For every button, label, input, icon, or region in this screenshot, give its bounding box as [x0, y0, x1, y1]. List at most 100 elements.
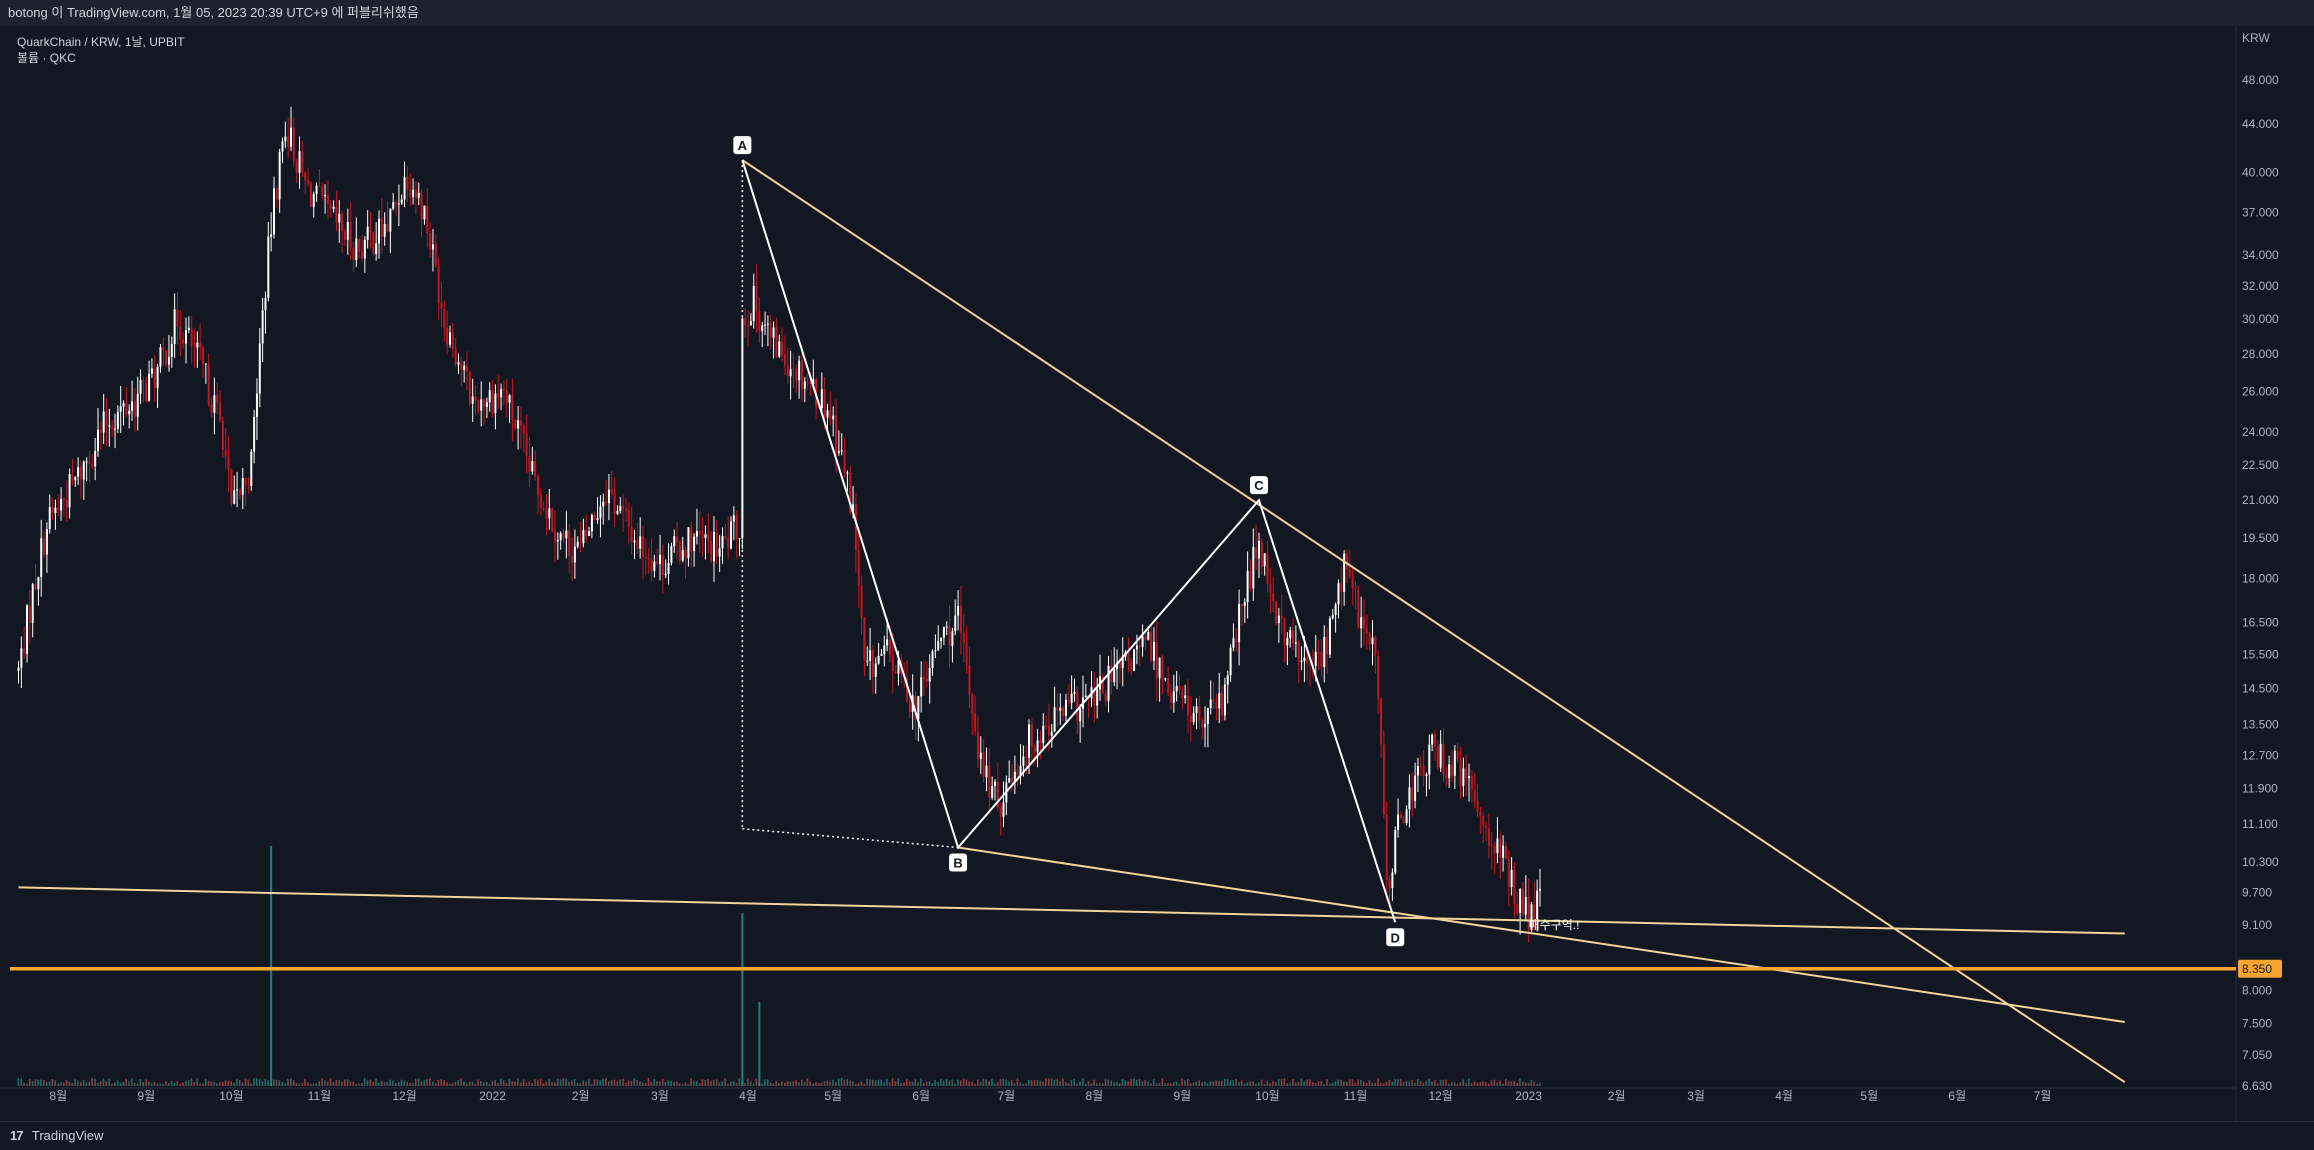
volume-bar: [766, 1079, 769, 1086]
volume-bar: [732, 1080, 735, 1086]
volume-bar: [727, 1083, 729, 1086]
volume-bar: [1028, 1079, 1030, 1086]
candle-body: [1391, 872, 1394, 889]
volume-bar: [287, 1078, 289, 1086]
candle-body: [846, 472, 849, 474]
candle-body: [43, 538, 46, 555]
candle-body: [253, 417, 256, 452]
candle-body: [517, 420, 520, 429]
volume-bar: [48, 1081, 51, 1086]
candle-body: [519, 420, 522, 427]
candle-body: [1314, 651, 1317, 666]
candle-body: [417, 192, 420, 198]
volume-bar: [653, 1078, 655, 1086]
candle-body: [375, 243, 378, 255]
candle-body: [664, 573, 667, 576]
volume-bar: [443, 1080, 445, 1086]
candle-body: [585, 529, 588, 536]
volume-bar: [920, 1078, 922, 1086]
volume-bar: [1050, 1078, 1053, 1086]
candle-body: [758, 311, 761, 332]
volume-bar: [681, 1083, 684, 1086]
candle-body: [778, 341, 781, 357]
candle-body: [880, 654, 883, 656]
volume-bar: [593, 1079, 596, 1086]
volume-bar: [153, 1082, 156, 1086]
volume-bar: [1320, 1081, 1323, 1086]
candle-body: [1507, 858, 1510, 888]
volume-bar: [937, 1081, 939, 1086]
volume-bar: [1081, 1078, 1084, 1086]
volume-bar: [891, 1078, 894, 1086]
price-chart[interactable]: A B C D 매수구역.! KRW 48.000 44.000 40.000 37.000 34…: [0, 26, 2314, 1121]
volume-bar: [1280, 1078, 1283, 1086]
candle-body: [1192, 712, 1195, 723]
volume-bar: [676, 1081, 678, 1086]
volume-bar: [1212, 1081, 1215, 1086]
volume-bar: [128, 1081, 130, 1086]
volume-bar: [619, 1079, 621, 1086]
volume-bar: [781, 1081, 783, 1086]
candle-body: [582, 529, 585, 544]
volume-bar: [670, 1080, 672, 1086]
candle-body: [934, 650, 937, 652]
candle-body: [755, 286, 758, 312]
candle-body: [1195, 706, 1198, 713]
volume-bar: [911, 1081, 914, 1086]
volume-bar: [99, 1080, 102, 1086]
candle-body: [182, 339, 185, 344]
candle-body: [959, 605, 962, 634]
volume-bar: [1113, 1082, 1115, 1086]
price-tick-label: 7.500: [2242, 1016, 2272, 1030]
candle-body: [329, 203, 332, 209]
volume-bar: [806, 1078, 809, 1086]
candle-body: [1414, 775, 1417, 801]
volume-bar: [1416, 1079, 1419, 1086]
price-axis[interactable]: KRW 48.000 44.000 40.000 37.000 34.000 32.000 3…: [2238, 31, 2282, 1093]
price-tick-label: 16.500: [2242, 616, 2279, 630]
candle-body: [644, 556, 647, 559]
candle-body: [1198, 706, 1201, 721]
volume-bar: [1019, 1082, 1022, 1086]
candle-body: [712, 531, 715, 562]
candle-body: [51, 507, 54, 514]
candle-body: [599, 506, 602, 519]
candle-body: [1033, 746, 1036, 752]
brand-name[interactable]: TradingView: [31, 1128, 104, 1143]
chart-area[interactable]: A B C D 매수구역.! KRW 48.000 44.000 40.000 37.000 34…: [0, 26, 2314, 1121]
volume-bar: [412, 1082, 414, 1086]
volume-bar: [1110, 1080, 1112, 1086]
volume-bar: [1155, 1083, 1158, 1086]
volume-bar: [392, 1080, 394, 1086]
volume-bar: [1388, 1079, 1391, 1086]
volume-bar: [1204, 1081, 1206, 1086]
time-axis[interactable]: 8월 9월 10월 11월 12월 2022 2월 3월 4월 5월 6월 7월 8월 9월 10월 11월 1…: [49, 1089, 2051, 1103]
candle-body: [471, 396, 474, 404]
volume-bar: [85, 1082, 88, 1086]
volume-bar: [1286, 1083, 1288, 1086]
candle-body: [1533, 904, 1536, 919]
candle-body: [491, 390, 494, 413]
volume-bar: [1184, 1080, 1186, 1086]
price-tick-label: 10.300: [2242, 855, 2279, 869]
candle-body: [1485, 826, 1488, 829]
candle-body: [792, 369, 795, 371]
volume-bar: [622, 1078, 624, 1086]
volume-bar: [1499, 1080, 1501, 1086]
candle-body: [1411, 787, 1414, 801]
candle-body: [923, 677, 926, 679]
candle-body: [1266, 553, 1269, 584]
volume-bar: [1456, 1083, 1459, 1086]
candle-body: [1229, 647, 1232, 676]
volume-bar: [1487, 1083, 1490, 1086]
volume-bar: [142, 1082, 145, 1086]
candle-body: [1482, 815, 1485, 827]
candle-body: [539, 495, 542, 509]
candle-body: [88, 461, 91, 464]
volume-bar: [511, 1081, 514, 1086]
volume-bar: [94, 1078, 96, 1086]
volume-bar: [837, 1078, 840, 1086]
tradingview-logo-icon[interactable]: 17: [10, 1128, 24, 1143]
volume-bar: [423, 1079, 426, 1086]
time-tick-label: 6월: [912, 1089, 930, 1103]
